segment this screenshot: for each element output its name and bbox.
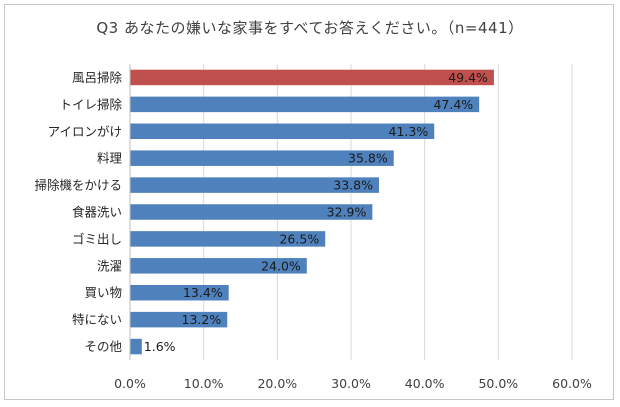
data-label: 33.8% xyxy=(333,178,373,193)
bar xyxy=(130,204,373,220)
data-label: 49.4% xyxy=(448,70,488,85)
category-label: トイレ掃除 xyxy=(59,97,122,112)
category-label: 食器洗い xyxy=(72,205,122,220)
bar xyxy=(130,258,307,274)
bar xyxy=(130,69,494,86)
category-label: ゴミ出し xyxy=(72,231,122,246)
data-label: 32.9% xyxy=(327,205,367,220)
data-label: 41.3% xyxy=(389,124,429,139)
data-label: 26.5% xyxy=(279,231,319,246)
category-label: 風呂掃除 xyxy=(72,70,123,85)
category-label: 掃除機をかける xyxy=(34,178,122,193)
category-label: アイロンがけ xyxy=(48,124,122,139)
data-label: 24.0% xyxy=(261,258,301,273)
bar xyxy=(130,284,229,301)
category-label: その他 xyxy=(84,339,122,354)
x-tick-label: 0.0% xyxy=(114,376,146,391)
data-label: 13.2% xyxy=(182,312,222,327)
x-tick-label: 40.0% xyxy=(405,376,445,391)
category-label: 買い物 xyxy=(84,285,122,300)
x-tick-label: 20.0% xyxy=(257,376,297,391)
x-tick-label: 30.0% xyxy=(331,376,371,391)
data-label: 47.4% xyxy=(433,97,473,112)
category-label: 特にない xyxy=(72,312,122,327)
bar xyxy=(130,231,326,247)
data-label: 35.8% xyxy=(348,151,388,166)
data-label: 13.4% xyxy=(183,285,223,300)
bar xyxy=(130,96,480,113)
category-label: 洗濯 xyxy=(97,258,122,273)
bar xyxy=(130,123,435,140)
x-tick-label: 50.0% xyxy=(478,376,518,391)
chart-title: Q3 あなたの嫌いな家事をすべてお答えください。（n=441） xyxy=(96,19,524,37)
bar xyxy=(130,177,379,193)
bar xyxy=(130,150,394,166)
category-label: 料理 xyxy=(97,151,123,166)
data-label: 1.6% xyxy=(144,339,176,354)
bar xyxy=(130,311,228,328)
x-tick-label: 10.0% xyxy=(184,376,224,391)
bar xyxy=(130,338,142,355)
x-tick-label: 60.0% xyxy=(552,376,592,391)
